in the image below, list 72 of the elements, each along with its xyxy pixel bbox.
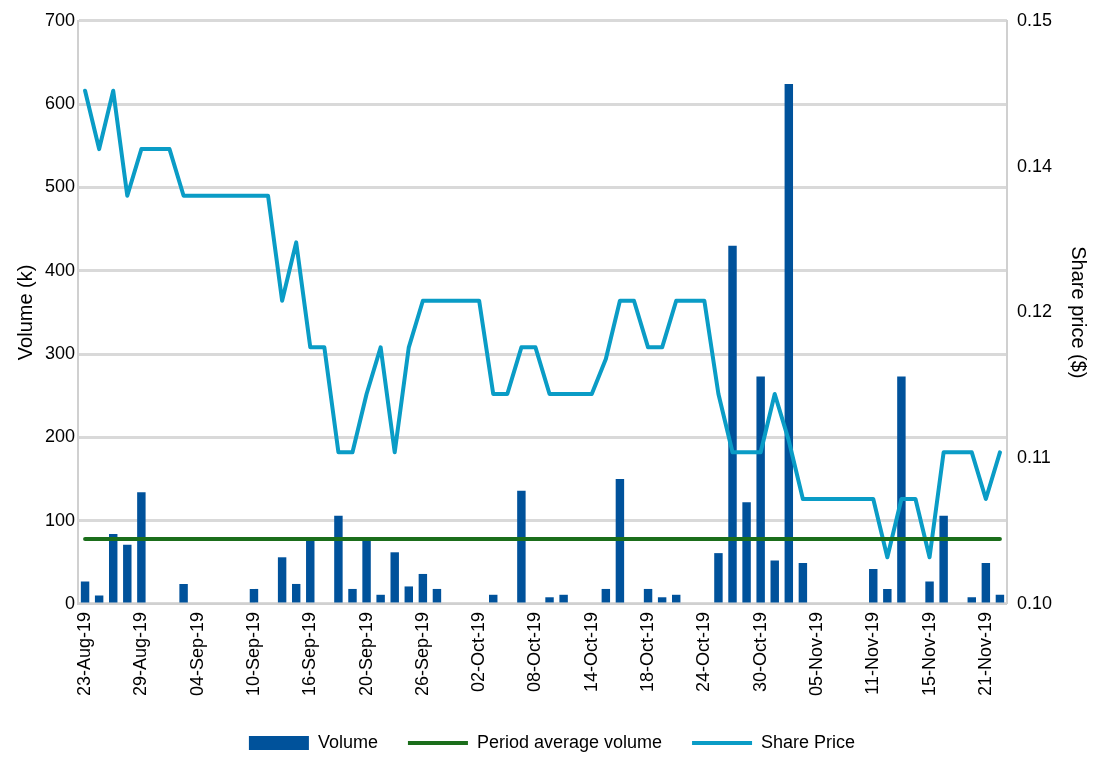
x-tick-label: 15-Nov-19 [918,611,939,696]
bar [869,568,878,603]
legend-label: Share Price [761,731,856,752]
bar [714,553,723,603]
bar [306,540,315,603]
legend-label: Volume [317,731,378,752]
bar [925,581,934,603]
x-tick-label: 14-Oct-19 [580,611,601,692]
x-tick-label: 04-Sep-19 [186,611,207,696]
y-tick-label: 0 [65,592,76,613]
y-tick-label: 600 [44,93,76,114]
x-tick-label: 16-Sep-19 [299,611,320,696]
bar [615,478,625,603]
x-tick-label: 23-Aug-19 [74,611,95,696]
bar [897,376,906,603]
y2-tick-label: 0.11 [1016,447,1051,468]
bar [376,594,385,603]
y2-tick-label: 0.15 [1016,9,1053,30]
bar [249,588,259,603]
x-tick-label: 29-Aug-19 [130,611,151,696]
y-tick-label: 200 [44,426,76,447]
bar [291,583,301,603]
x-tick-label: 11-Nov-19 [862,611,883,695]
bar [80,581,90,603]
bar [756,376,765,603]
bar [742,502,751,603]
bar [404,586,414,603]
bar [390,552,399,603]
x-tick-label: 26-Sep-19 [411,611,432,696]
y-axis-title: Volume (k) [13,264,36,361]
y2-tick-label: 0.14 [1016,155,1053,176]
bar [432,588,442,603]
x-tick-label: 08-Oct-19 [524,611,545,692]
bar [981,563,991,603]
bar [137,492,146,603]
y2-tick-label: 0.12 [1016,301,1053,322]
x-tick-label: 10-Sep-19 [242,611,263,696]
bar [643,588,653,603]
bar [939,515,948,603]
bar [348,588,357,603]
bar [123,544,132,603]
bar [770,560,779,603]
bar [798,563,808,603]
bar [179,583,188,603]
legend-label: Period average volume [476,731,663,752]
y-tick-label: 300 [44,342,76,363]
bar [784,84,794,603]
x-tick-label: 24-Oct-19 [693,611,714,692]
y2-axis-title: Share price ($) [1068,246,1091,379]
x-tick-label: 21-Nov-19 [974,611,995,696]
bar [559,594,568,603]
bar [545,597,554,603]
bar [362,539,371,603]
bar [883,588,892,603]
bar [334,515,343,603]
x-tick-label: 18-Oct-19 [637,611,658,692]
bar [418,573,428,603]
y-tick-label: 700 [44,9,76,30]
x-tick-label: 02-Oct-19 [468,611,489,692]
bar [277,557,287,603]
bar [517,490,526,603]
y-tick-label: 100 [44,509,76,530]
bar [601,588,611,603]
bar [728,245,737,603]
x-tick-label: 30-Oct-19 [749,611,770,692]
bar [657,597,667,603]
y-tick-label: 500 [44,176,76,197]
bar [967,597,976,603]
x-tick-label: 05-Nov-19 [805,611,826,696]
y2-tick-label: 0.10 [1016,592,1053,613]
x-tick-label: 20-Sep-19 [355,611,376,696]
y-tick-label: 400 [44,259,76,280]
